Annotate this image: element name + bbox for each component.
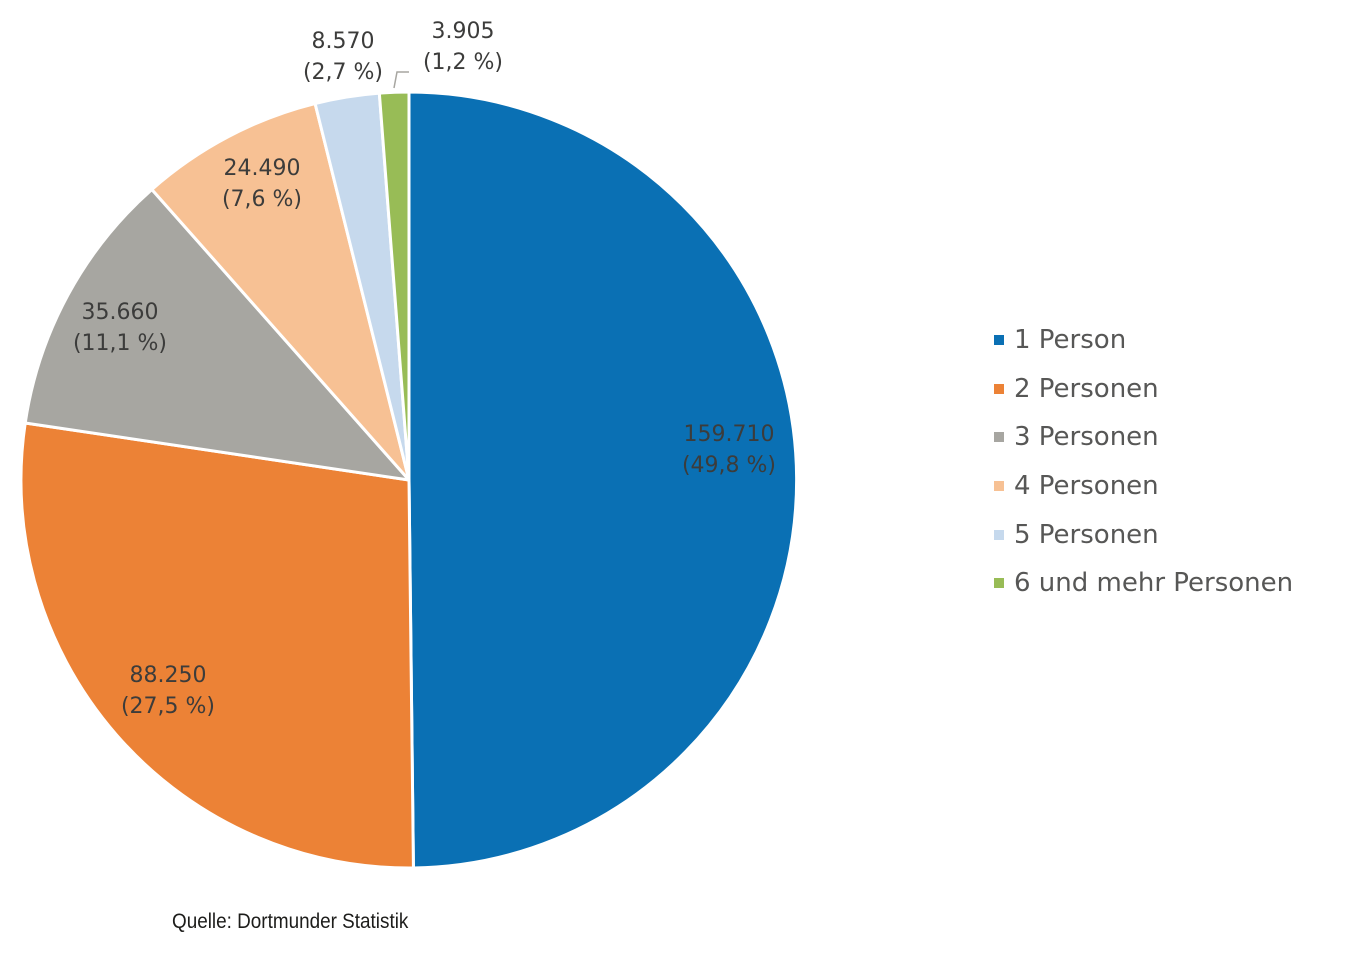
legend-item-6-und-mehr-personen: 6 und mehr Personen <box>994 559 1293 608</box>
data-label-value: 8.570 <box>312 29 375 54</box>
pie-slice-1 <box>407 90 799 870</box>
source-note: Quelle: Dortmunder Statistik <box>172 910 409 933</box>
data-label-value: 159.710 <box>684 422 775 447</box>
leader-line <box>393 71 409 89</box>
pie-slice-6 <box>377 90 411 482</box>
legend-swatch <box>994 529 1004 540</box>
legend-label: 4 Personen <box>1014 471 1159 502</box>
legend-label: 5 Personen <box>1014 519 1159 550</box>
legend-swatch <box>994 432 1004 443</box>
chart-legend: 1 Person 2 Personen 3 Personen 4 Persone… <box>994 316 1293 608</box>
data-label-percent: (27,5 %) <box>121 694 215 719</box>
legend-item-1-person: 1 Person <box>994 316 1293 365</box>
legend-swatch <box>994 481 1004 492</box>
data-label-value: 35.660 <box>82 300 159 325</box>
legend-swatch <box>994 335 1004 346</box>
pie-slice-4 <box>150 102 411 482</box>
legend-item-2-personen: 2 Personen <box>994 365 1293 414</box>
legend-label: 3 Personen <box>1014 422 1159 453</box>
data-label-percent: (1,2 %) <box>423 50 503 75</box>
pie-slice-2 <box>19 421 415 870</box>
pie-slices <box>19 90 799 870</box>
data-label-percent: (11,1 %) <box>73 331 167 356</box>
data-label-percent: (49,8 %) <box>682 453 776 478</box>
data-label-value: 24.490 <box>224 156 301 181</box>
data-label-value: 3.905 <box>432 19 495 44</box>
legend-label: 6 und mehr Personen <box>1014 568 1294 599</box>
legend-label: 1 Person <box>1014 325 1127 356</box>
legend-swatch <box>994 578 1004 589</box>
legend-item-4-personen: 4 Personen <box>994 462 1293 511</box>
data-label-percent: (7,6 %) <box>222 187 302 212</box>
legend-swatch <box>994 383 1004 394</box>
data-label-percent: (2,7 %) <box>303 60 383 85</box>
data-labels: 159.710 (49,8 %) 88.250 (27,5 %) 35.660 (11,1… <box>73 19 776 719</box>
legend-label: 2 Personen <box>1014 373 1159 404</box>
data-label-value: 88.250 <box>130 663 207 688</box>
legend-item-3-personen: 3 Personen <box>994 413 1293 462</box>
pie-slice-3 <box>23 187 411 482</box>
legend-item-5-personen: 5 Personen <box>994 510 1293 559</box>
